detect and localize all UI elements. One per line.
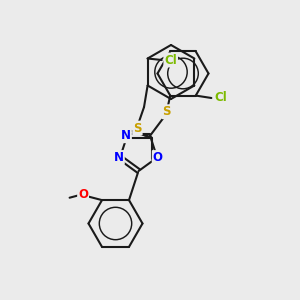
Text: O: O (78, 188, 88, 201)
Text: N: N (121, 129, 131, 142)
Text: N: N (114, 151, 124, 164)
Text: Cl: Cl (214, 92, 227, 104)
Text: O: O (153, 151, 163, 164)
Text: S: S (162, 105, 171, 118)
Text: Cl: Cl (164, 53, 177, 67)
Text: S: S (133, 122, 142, 135)
